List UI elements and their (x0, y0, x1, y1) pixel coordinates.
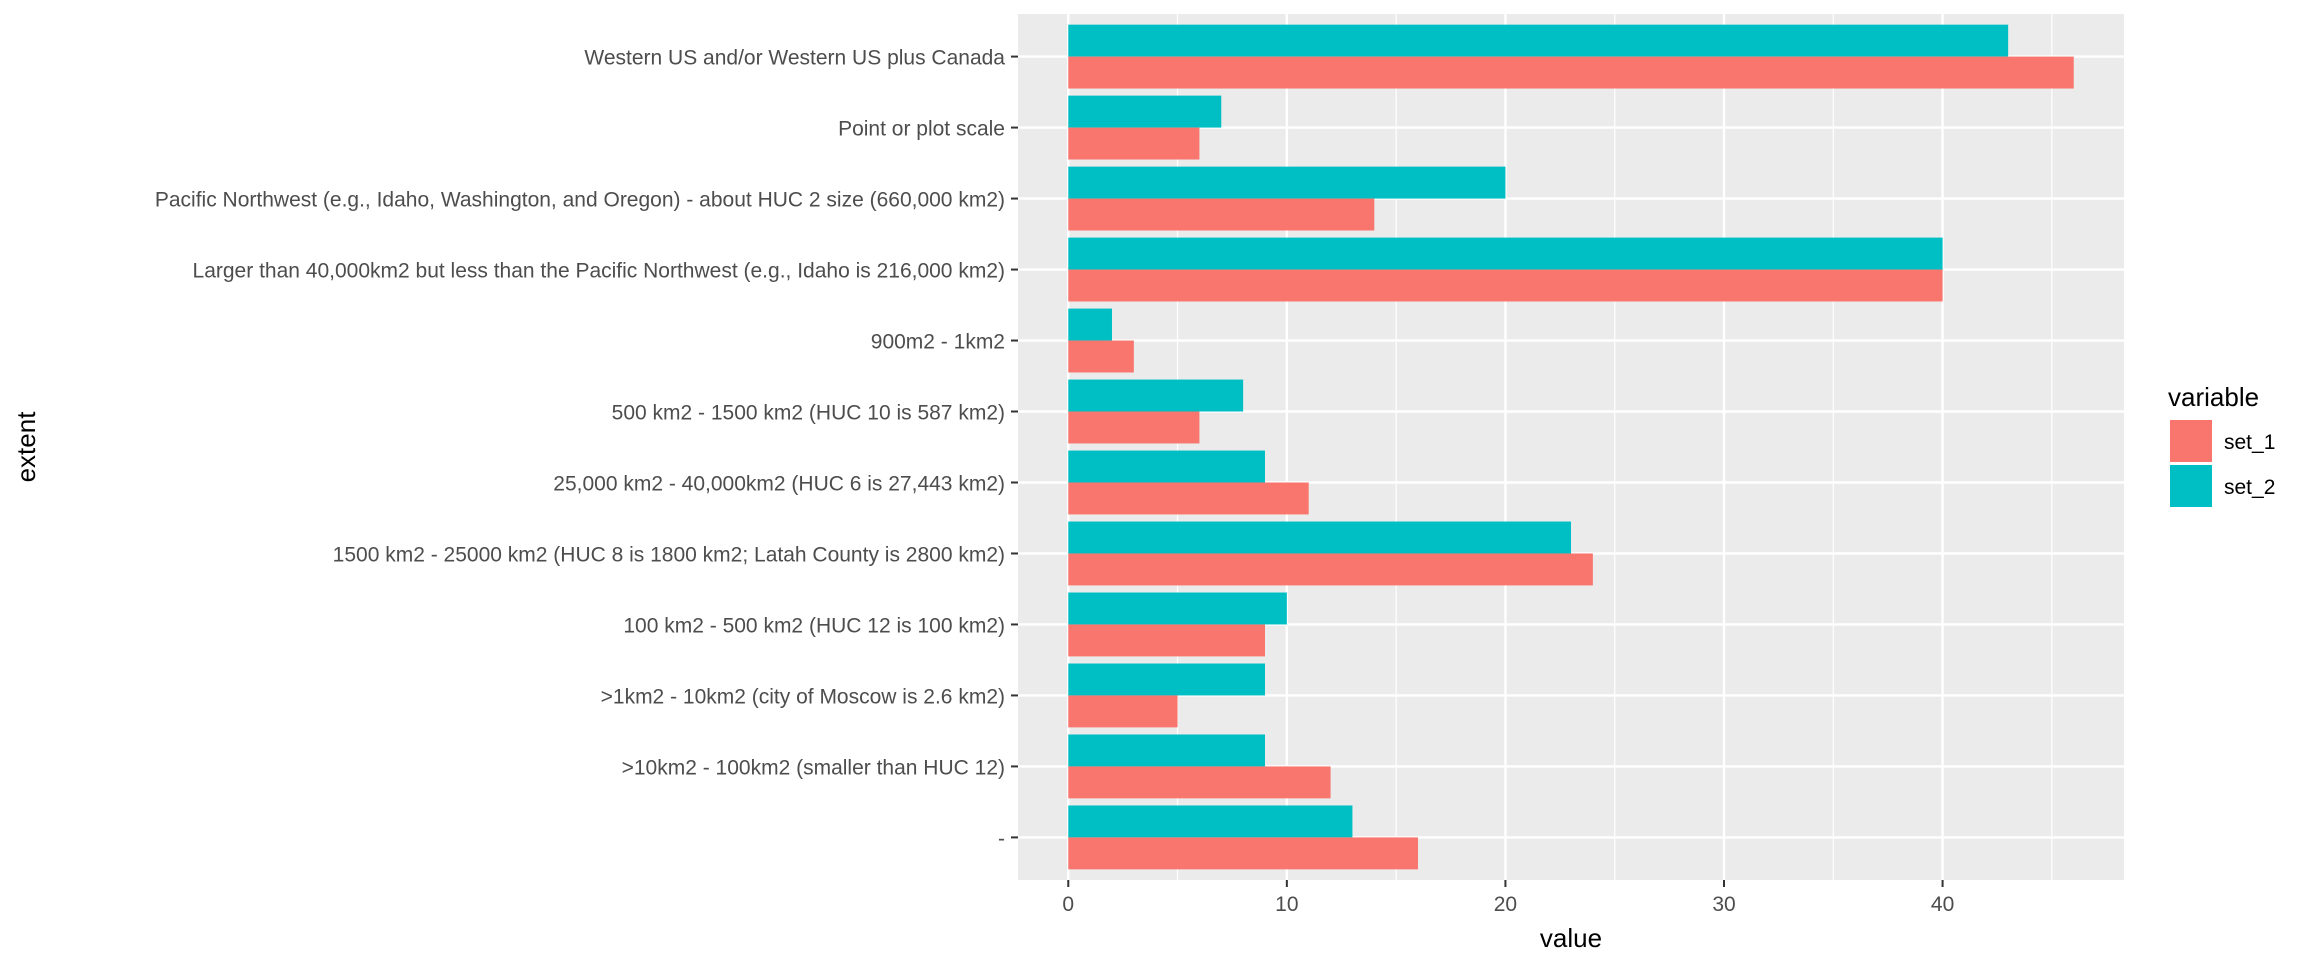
x-tick-label: 30 (1712, 893, 1735, 916)
legend-items: set_1 set_2 (2170, 420, 2275, 507)
y-tick-label: >10km2 - 100km2 (smaller than HUC 12) (622, 756, 1005, 779)
bar-set_1 (1068, 411, 1200, 444)
bar-set_1 (1068, 56, 2074, 89)
y-tick-label: 500 km2 - 1500 km2 (HUC 10 is 587 km2) (612, 402, 1005, 425)
bar-set_2 (1068, 521, 1571, 554)
bar-set_2 (1068, 450, 1265, 483)
legend-label: set_2 (2224, 476, 2275, 499)
x-axis: 0 10 20 30 40 (1062, 880, 1954, 916)
bar-set_2 (1068, 24, 2009, 57)
bar-set_2 (1068, 592, 1287, 625)
y-tick-label: Pacific Northwest (e.g., Idaho, Washingt… (155, 189, 1005, 212)
y-tick-label: >1km2 - 10km2 (city of Moscow is 2.6 km2… (601, 685, 1005, 708)
bar-set_1 (1068, 340, 1134, 373)
y-tick-label: Larger than 40,000km2 but less than the … (193, 260, 1005, 283)
y-tick-label: Western US and/or Western US plus Canada (584, 47, 1005, 70)
bar-set_1 (1068, 127, 1200, 160)
bar-set_2 (1068, 379, 1244, 412)
bar-set_1 (1068, 695, 1178, 728)
bar-set_1 (1068, 837, 1418, 870)
bars (1068, 24, 2074, 870)
x-axis-title: value (1540, 923, 1602, 953)
bar-set_1 (1068, 269, 1943, 302)
x-tick-label: 0 (1062, 893, 1074, 916)
y-tick-label: 900m2 - 1km2 (871, 331, 1005, 354)
y-tick-label: 1500 km2 - 25000 km2 (HUC 8 is 1800 km2;… (333, 543, 1005, 566)
legend-key-set_1 (2170, 420, 2212, 462)
y-tick-label: 100 km2 - 500 km2 (HUC 12 is 100 km2) (623, 614, 1005, 637)
y-axis-title: extent (11, 411, 41, 483)
y-tick-label: 25,000 km2 - 40,000km2 (HUC 6 is 27,443 … (553, 472, 1005, 495)
legend: variable set_1 set_2 (2168, 382, 2275, 507)
bar-set_1 (1068, 766, 1331, 799)
bar-set_1 (1068, 553, 1593, 586)
y-tick-label: - (998, 827, 1005, 850)
y-tick-label: Point or plot scale (838, 118, 1005, 141)
bar-set_2 (1068, 237, 1943, 270)
bar-set_2 (1068, 805, 1353, 838)
bar-set_1 (1068, 482, 1309, 515)
bar-set_2 (1068, 166, 1506, 199)
bar-set_1 (1068, 624, 1265, 657)
bar-set_2 (1068, 734, 1265, 767)
bar-set_2 (1068, 95, 1222, 128)
x-tick-label: 40 (1931, 893, 1954, 916)
x-tick-label: 10 (1275, 893, 1298, 916)
bar-set_2 (1068, 663, 1265, 696)
bar-set_1 (1068, 198, 1375, 231)
x-tick-label: 20 (1494, 893, 1517, 916)
bar-set_2 (1068, 308, 1112, 341)
y-axis: Western US and/or Western US plus Canada… (155, 47, 1018, 850)
legend-key-set_2 (2170, 465, 2212, 507)
legend-label: set_1 (2224, 431, 2275, 454)
legend-title: variable (2168, 382, 2259, 412)
